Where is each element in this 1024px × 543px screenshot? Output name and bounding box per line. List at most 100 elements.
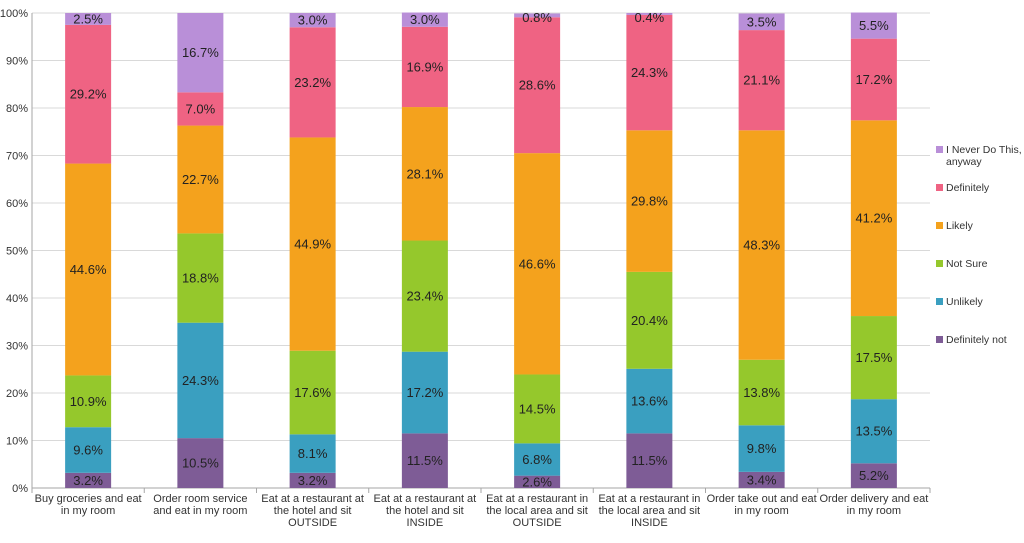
data-label: 24.3% (631, 65, 668, 80)
data-label: 17.5% (855, 350, 892, 365)
y-axis-tick-labels: 0% 10% 20% 30% 40% 50% 60% 70% 80% 90% 100% (0, 8, 28, 495)
bar-segment (65, 13, 112, 25)
bar-segment (65, 472, 112, 488)
bar-segment (738, 13, 785, 31)
y-tick-label: 10% (6, 436, 28, 448)
data-label: 7.0% (186, 101, 216, 116)
data-label: 23.4% (406, 289, 443, 304)
data-label: 9.8% (747, 441, 777, 456)
data-label: 28.1% (406, 166, 443, 181)
data-label: 44.9% (294, 237, 331, 252)
bar-segment (850, 38, 897, 121)
bar-segment (177, 322, 224, 439)
data-label: 18.8% (182, 271, 219, 286)
y-tick-label: 40% (6, 293, 28, 305)
data-label: 17.2% (855, 72, 892, 87)
x-category-label: Eat at a restaurant at the hotel and sit O… (261, 493, 364, 529)
data-label: 0.4% (635, 10, 665, 25)
data-label: 9.6% (73, 443, 103, 458)
data-label: 10.5% (182, 456, 219, 471)
legend-swatch (936, 336, 943, 343)
legend-swatch (936, 222, 943, 229)
x-category-label: Order room service and eat in my room (153, 493, 247, 517)
data-label: 48.3% (743, 238, 780, 253)
x-axis: Buy groceries and eat in my room Order roo… (31, 13, 931, 529)
bar-segment (850, 399, 897, 464)
x-category-label: Order delivery and eat in my room (819, 493, 928, 517)
bar-segment (177, 438, 224, 488)
x-category-label: Eat at a restaurant at the hotel and sit I… (374, 493, 477, 529)
data-label: 20.4% (631, 313, 668, 328)
legend-swatch (936, 260, 943, 267)
data-label: 3.5% (747, 14, 777, 29)
legend-label: I Never Do This, anyway (946, 144, 1022, 168)
data-label: 3.4% (747, 472, 777, 487)
bar-segment (401, 351, 448, 434)
bar-segment (289, 434, 336, 473)
y-tick-label: 90% (6, 56, 28, 68)
bar-segment (289, 13, 336, 28)
bar-segment (626, 13, 673, 15)
bar-segment (177, 13, 224, 93)
data-label: 13.8% (743, 385, 780, 400)
legend-swatch (936, 298, 943, 305)
data-label: 23.2% (294, 75, 331, 90)
data-label: 13.5% (855, 424, 892, 439)
bar-segment (514, 17, 561, 154)
bar-segment (514, 153, 561, 375)
data-label: 17.2% (406, 385, 443, 400)
legend-label: Unlikely (946, 296, 984, 308)
data-label: 46.6% (519, 256, 556, 271)
bar-segment (738, 471, 785, 488)
legend-label: Not Sure (946, 258, 988, 270)
data-label: 16.7% (182, 45, 219, 60)
data-label: 3.2% (73, 473, 103, 488)
data-label: 17.6% (294, 385, 331, 400)
bar-segment (514, 443, 561, 476)
bar-segment (177, 125, 224, 234)
y-tick-label: 30% (6, 341, 28, 353)
y-tick-label: 60% (6, 198, 28, 210)
data-label: 2.5% (73, 11, 103, 26)
legend-swatch (936, 184, 943, 191)
bar-segment (289, 350, 336, 435)
data-label: 16.9% (406, 59, 443, 74)
data-label: 8.1% (298, 446, 328, 461)
data-label: 3.0% (298, 13, 328, 28)
data-label: 13.6% (631, 394, 668, 409)
y-tick-label: 80% (6, 103, 28, 115)
x-category-label: Eat at a restaurant in the local area and… (486, 493, 588, 529)
data-label: 24.3% (182, 373, 219, 388)
data-label: 28.6% (519, 78, 556, 93)
bar-segment (65, 163, 112, 376)
bar-segment (626, 271, 673, 369)
bar-segment (177, 92, 224, 126)
bar-segment (738, 30, 785, 131)
data-label: 29.8% (631, 194, 668, 209)
bar-segment (626, 130, 673, 272)
legend-swatch (936, 146, 943, 153)
legend-label: Definitely not (946, 334, 1007, 346)
data-label: 3.0% (410, 12, 440, 27)
data-label: 22.7% (182, 172, 219, 187)
bar-segment (289, 27, 336, 138)
bar-segment (514, 13, 561, 18)
data-label: 5.5% (859, 18, 889, 33)
data-label: 10.9% (70, 394, 107, 409)
bar-segment (177, 233, 224, 323)
legend-label: Definitely (946, 182, 990, 194)
data-label: 0.8% (522, 10, 552, 25)
data-labels: 3.2% 9.6% 10.9% 44.6% 29.2% 2.5% 10.5% 24.3% 18.… (70, 10, 893, 489)
bar-segment (289, 137, 336, 351)
bar-segment (514, 475, 561, 488)
y-tick-label: 20% (6, 388, 28, 400)
bar-segment (850, 120, 897, 317)
bar-segment (65, 24, 112, 164)
data-label: 6.8% (522, 452, 552, 467)
bar-segment (738, 359, 785, 426)
data-label: 21.1% (743, 73, 780, 88)
bar-segment (626, 433, 673, 488)
bar-segment (626, 14, 673, 131)
data-label: 29.2% (70, 87, 107, 102)
